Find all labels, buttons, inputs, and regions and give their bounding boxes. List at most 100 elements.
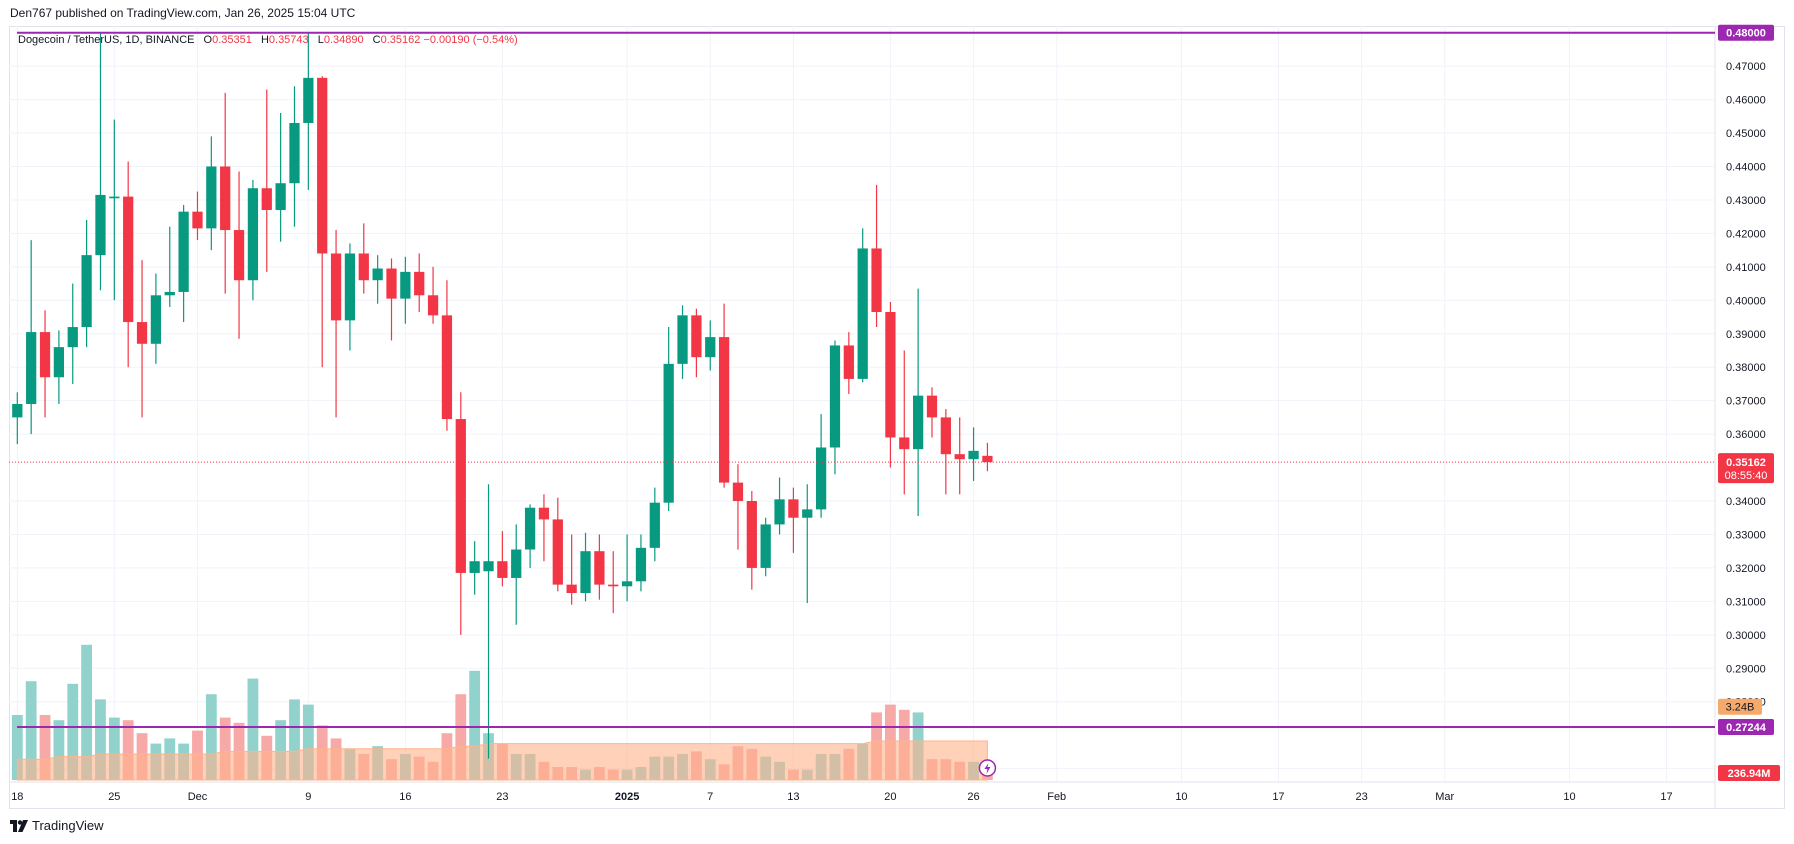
- volume-bar: [205, 694, 217, 780]
- candle-body: [303, 77, 314, 124]
- volume-bar: [108, 717, 120, 780]
- footer-brand[interactable]: TradingView: [10, 818, 104, 833]
- countdown-text: 08:55:40: [1725, 470, 1768, 482]
- volume-bar: [289, 699, 300, 780]
- candle-body: [871, 248, 882, 313]
- candle-body: [427, 295, 439, 316]
- volume-ma-text: 3.24B: [1726, 702, 1755, 714]
- symbol-title: Dogecoin / TetherUS, 1D, BINANCE: [18, 34, 195, 46]
- x-tick-label: 13: [787, 791, 799, 803]
- level-price-badge: [1718, 24, 1774, 41]
- horizontal-levels[interactable]: [9, 31, 1715, 729]
- candle-body: [954, 454, 965, 460]
- x-tick-label: 23: [496, 791, 508, 803]
- x-tick-label: Mar: [1435, 791, 1454, 803]
- volume-bar: [455, 694, 467, 780]
- candle-body: [635, 547, 647, 582]
- candle-body: [414, 271, 425, 296]
- candle-body: [511, 549, 522, 578]
- x-tick-label: 23: [1355, 791, 1367, 803]
- volume-badge: [1718, 765, 1780, 781]
- x-tick-label: Dec: [188, 791, 208, 803]
- candle-body: [940, 417, 951, 455]
- candle-body: [330, 253, 342, 321]
- time-axis[interactable]: 18 25 Dec 9 16 23 2025 7 13 20 26 Feb 10 17 23 Mar 10 17: [11, 791, 1672, 803]
- candle-body: [718, 337, 730, 483]
- candle-body: [912, 395, 924, 450]
- y-tick-label: 0.29000: [1726, 663, 1766, 675]
- x-tick-label: 10: [1175, 791, 1187, 803]
- x-tick-label: 26: [967, 791, 979, 803]
- symbol-legend[interactable]: Dogecoin / TetherUS, 1D, BINANCE O0.3535…: [18, 34, 518, 46]
- candle-body: [123, 196, 134, 323]
- candle-body: [455, 419, 466, 573]
- candles: [12, 32, 993, 759]
- candle-body: [843, 345, 854, 379]
- volume-ma: [16, 740, 988, 781]
- candle-body: [192, 211, 203, 229]
- candle-body: [136, 322, 148, 344]
- y-tick-label: 0.47000: [1726, 61, 1766, 73]
- candle-body: [344, 253, 356, 321]
- close-value: 0.35162: [380, 34, 421, 46]
- open-label: O: [203, 34, 213, 46]
- volume-bar: [67, 683, 79, 780]
- candle-body: [649, 502, 660, 548]
- candle-body: [552, 519, 563, 585]
- candle-body: [275, 183, 286, 210]
- high-label: H: [260, 34, 269, 46]
- candle-body: [95, 194, 106, 256]
- y-tick-label: 0.34000: [1726, 496, 1766, 508]
- candle-body: [580, 551, 591, 593]
- x-tick-label: 25: [108, 791, 120, 803]
- candle-body: [968, 450, 979, 460]
- high-value: 0.35743: [268, 34, 309, 46]
- candle-body: [663, 363, 674, 503]
- candle-body: [247, 188, 259, 281]
- candle-body: [441, 315, 453, 420]
- y-tick-label: 0.39000: [1726, 329, 1766, 341]
- candle-body: [802, 509, 813, 518]
- x-tick-label: 2025: [615, 791, 639, 803]
- candle-body: [497, 561, 508, 578]
- lightning-bolt: [984, 763, 991, 774]
- volume-bar: [25, 681, 37, 780]
- candle-body: [386, 268, 397, 299]
- volume-bar: [95, 699, 106, 780]
- candle-body: [815, 447, 827, 510]
- volume-bar: [122, 720, 134, 780]
- volume-bar: [11, 715, 23, 780]
- volume-ma-badge: [1718, 698, 1762, 715]
- y-tick-label: 0.44000: [1726, 161, 1766, 173]
- candle-body: [746, 501, 757, 568]
- candle-body: [164, 291, 175, 296]
- candle-body: [608, 584, 619, 587]
- candle-body: [400, 271, 411, 299]
- low-label: L: [317, 34, 324, 46]
- y-tick-label: 0.30000: [1726, 630, 1766, 642]
- x-tick-label: Feb: [1047, 791, 1066, 803]
- candle-body: [524, 507, 536, 550]
- candle-body: [233, 230, 245, 281]
- price-axis[interactable]: 0.47000 0.46000 0.45000 0.44000 0.43000 0.420…: [1726, 61, 1766, 775]
- x-tick-label: 18: [11, 791, 23, 803]
- candle-body: [594, 551, 605, 585]
- candle-body: [12, 404, 23, 418]
- y-tick-label: 0.46000: [1726, 95, 1766, 107]
- candle-body: [982, 455, 993, 463]
- last-price-text: 0.35162: [1726, 457, 1766, 469]
- candle-body: [774, 499, 785, 525]
- x-tick-label: 7: [707, 791, 713, 803]
- y-tick-label: 0.31000: [1726, 596, 1766, 608]
- y-tick-label: 0.36000: [1726, 429, 1766, 441]
- tradingview-logo-icon: [10, 819, 28, 832]
- x-tick-label: 17: [1660, 791, 1672, 803]
- candle-body: [206, 166, 217, 229]
- y-tick-label: 0.32000: [1726, 563, 1766, 575]
- level-price-text: 0.27244: [1726, 722, 1767, 734]
- y-tick-label: 0.40000: [1726, 295, 1766, 307]
- volume-bar: [53, 720, 65, 780]
- candle-body: [109, 196, 120, 199]
